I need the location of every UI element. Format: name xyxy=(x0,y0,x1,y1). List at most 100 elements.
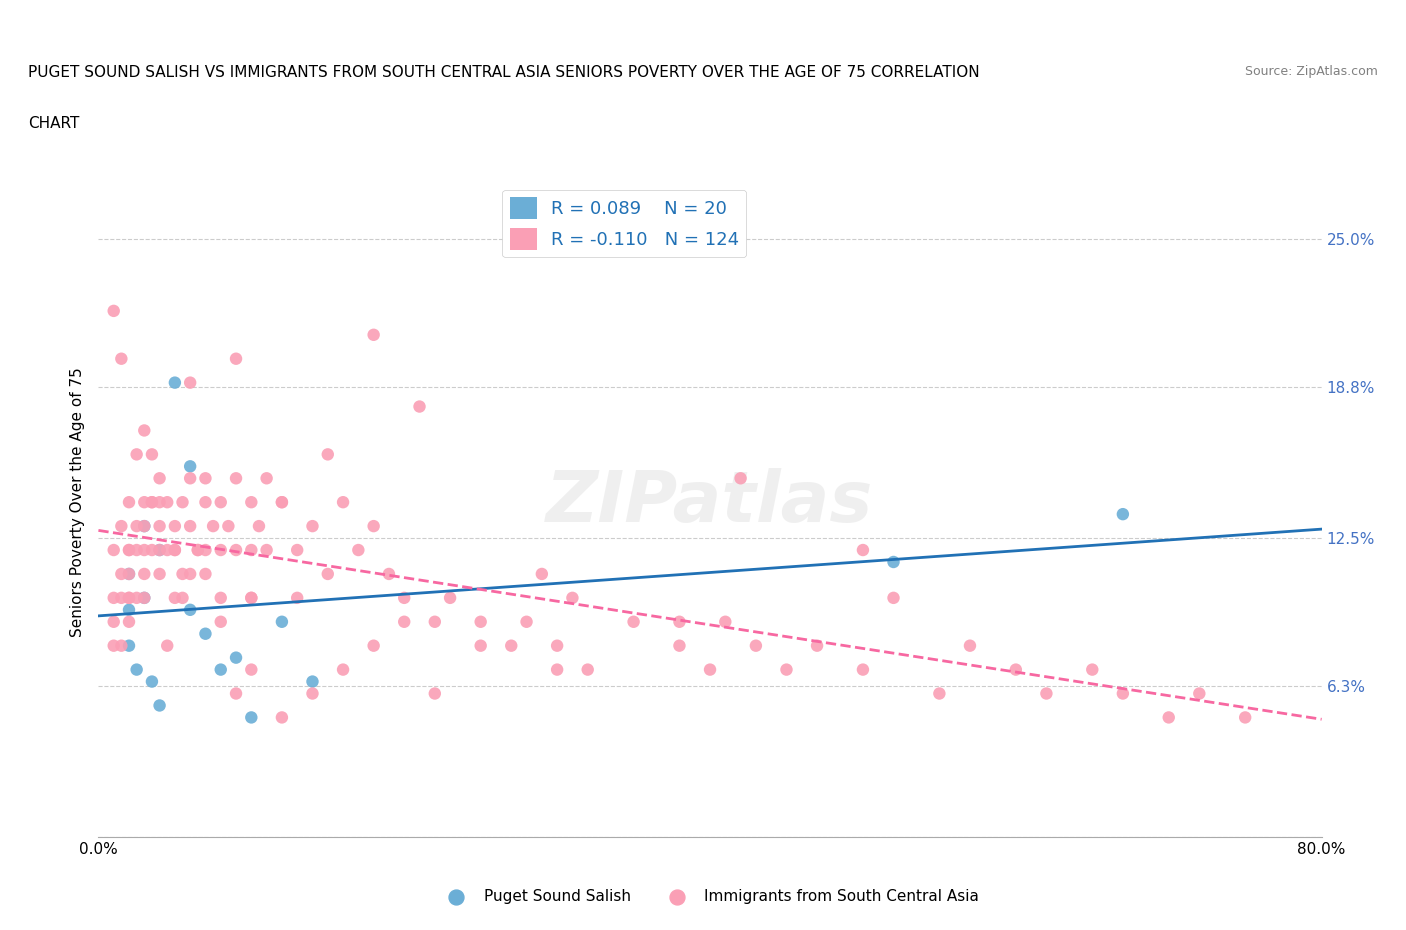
Point xyxy=(270,495,292,510)
Point xyxy=(134,423,156,438)
Text: PUGET SOUND SALISH VS IMMIGRANTS FROM SOUTH CENTRAL ASIA SENIORS POVERTY OVER TH: PUGET SOUND SALISH VS IMMIGRANTS FROM SO… xyxy=(28,65,980,80)
Point xyxy=(714,615,737,630)
Point xyxy=(110,638,132,653)
Point xyxy=(118,615,141,630)
Point xyxy=(225,650,247,665)
Point xyxy=(745,638,768,653)
Point xyxy=(959,638,981,653)
Point xyxy=(256,542,278,557)
Point xyxy=(187,542,209,557)
Point xyxy=(149,495,172,510)
Point xyxy=(134,566,156,581)
Point xyxy=(134,591,156,605)
Point xyxy=(363,327,385,342)
Point xyxy=(209,591,232,605)
Point xyxy=(141,542,163,557)
Point xyxy=(209,615,232,630)
Point xyxy=(172,566,194,581)
Point xyxy=(699,662,721,677)
Point xyxy=(1112,507,1135,522)
Point xyxy=(194,626,217,641)
Point xyxy=(172,591,194,605)
Point xyxy=(730,471,752,485)
Point xyxy=(194,566,217,581)
Point xyxy=(141,495,163,510)
Point xyxy=(179,458,201,473)
Point xyxy=(332,662,354,677)
Point xyxy=(668,615,690,630)
Point xyxy=(470,615,492,630)
Point xyxy=(149,542,172,557)
Point xyxy=(172,495,194,510)
Point xyxy=(501,638,523,653)
Point xyxy=(134,542,156,557)
Point xyxy=(332,495,354,510)
Point xyxy=(1004,662,1026,677)
Point xyxy=(110,566,132,581)
Point xyxy=(179,471,201,485)
Point xyxy=(285,542,308,557)
Point xyxy=(110,591,132,605)
Point xyxy=(1035,686,1057,701)
Point xyxy=(1112,686,1135,701)
Point xyxy=(149,519,172,534)
Point xyxy=(187,542,209,557)
Point xyxy=(118,591,141,605)
Point xyxy=(852,542,875,557)
Point xyxy=(118,638,141,653)
Point xyxy=(141,674,163,689)
Point xyxy=(179,519,201,534)
Text: ZIPatlas: ZIPatlas xyxy=(547,468,873,537)
Point xyxy=(668,638,690,653)
Point xyxy=(301,686,323,701)
Point xyxy=(118,566,141,581)
Point xyxy=(110,352,132,366)
Point xyxy=(134,519,156,534)
Point xyxy=(240,662,263,677)
Point xyxy=(240,542,263,557)
Point xyxy=(852,662,875,677)
Point xyxy=(125,447,148,462)
Point xyxy=(194,495,217,510)
Point xyxy=(240,591,263,605)
Point xyxy=(1081,662,1104,677)
Point xyxy=(149,566,172,581)
Y-axis label: Seniors Poverty Over the Age of 75: Seniors Poverty Over the Age of 75 xyxy=(69,367,84,637)
Point xyxy=(163,591,186,605)
Point xyxy=(141,447,163,462)
Point xyxy=(103,303,125,318)
Point xyxy=(118,566,141,581)
Point xyxy=(623,615,645,630)
Point xyxy=(392,591,416,605)
Point xyxy=(118,495,141,510)
Point xyxy=(439,591,461,605)
Point xyxy=(1234,710,1257,724)
Point xyxy=(118,542,141,557)
Point xyxy=(247,519,270,534)
Point xyxy=(561,591,583,605)
Point xyxy=(118,603,141,618)
Point xyxy=(256,471,278,485)
Point xyxy=(576,662,599,677)
Point xyxy=(149,698,172,713)
Point xyxy=(516,615,538,630)
Point xyxy=(378,566,401,581)
Point xyxy=(928,686,950,701)
Point xyxy=(156,638,179,653)
Point xyxy=(546,638,568,653)
Point xyxy=(149,542,172,557)
Point xyxy=(270,615,292,630)
Point xyxy=(546,662,568,677)
Point xyxy=(156,542,179,557)
Point xyxy=(1157,710,1180,724)
Point xyxy=(423,615,446,630)
Point xyxy=(240,495,263,510)
Point xyxy=(163,542,186,557)
Legend: Puget Sound Salish, Immigrants from South Central Asia: Puget Sound Salish, Immigrants from Sout… xyxy=(434,883,986,910)
Point xyxy=(149,471,172,485)
Point xyxy=(209,542,232,557)
Point xyxy=(363,638,385,653)
Point xyxy=(156,495,179,510)
Point xyxy=(125,591,148,605)
Point xyxy=(103,638,125,653)
